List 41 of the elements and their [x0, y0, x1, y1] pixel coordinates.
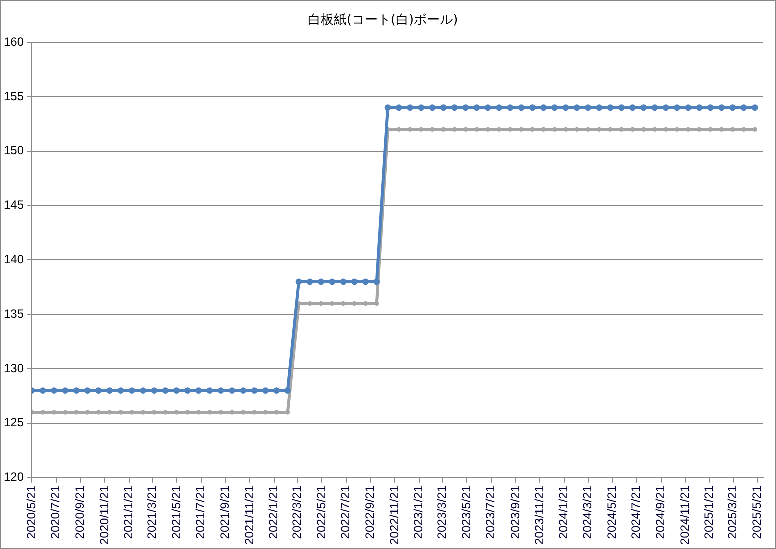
x-tick-label: 2023/11/21: [532, 486, 546, 546]
y-tick-label: 120: [4, 470, 24, 484]
x-tick-label: 2020/7/21: [48, 486, 63, 540]
y-tick-label: 130: [4, 361, 24, 376]
x-tick-label: 2024/5/21: [604, 486, 619, 540]
x-tick-label: 2022/9/21: [363, 486, 378, 540]
x-tick-label: 2024/7/21: [629, 486, 644, 540]
x-tick-label: 2023/5/21: [459, 486, 474, 540]
x-tick-label: 2023/1/21: [412, 486, 426, 540]
x-tick-label: 2020/11/21: [97, 486, 112, 546]
x-tick-label: 2025/5/21: [750, 486, 764, 540]
x-tick-label: 2022/11/21: [387, 486, 402, 546]
x-tick-label: 2021/5/21: [169, 486, 184, 540]
x-tick-label: 2022/5/21: [314, 486, 328, 540]
x-tick-label: 2020/5/21: [24, 486, 38, 540]
x-tick-label: 2021/1/21: [122, 486, 136, 540]
chart-title: 白板紙(コート(白)ボール): [308, 13, 458, 28]
x-tick-label: 2023/9/21: [508, 486, 522, 540]
y-tick-label: 135: [4, 306, 24, 321]
y-tick-label: 140: [4, 252, 24, 267]
x-tick-label: 2024/1/21: [556, 486, 571, 540]
y-tick-label: 155: [4, 89, 24, 104]
x-tick-label: 2021/9/21: [218, 486, 232, 540]
x-tick-label: 2022/3/21: [290, 486, 304, 540]
x-tick-label: 2023/3/21: [435, 486, 450, 540]
x-tick-label: 2021/7/21: [194, 486, 208, 540]
x-tick-label: 2025/3/21: [726, 486, 740, 540]
x-tick-label: 2021/3/21: [145, 486, 160, 540]
y-tick-label: 150: [4, 144, 24, 158]
x-tick-label: 2022/1/21: [266, 486, 281, 540]
x-tick-label: 2022/7/21: [338, 486, 353, 540]
x-tick-label: 2024/3/21: [580, 486, 595, 540]
y-tick-label: 145: [4, 198, 24, 212]
y-tick-label: 160: [4, 34, 24, 49]
x-tick-label: 2025/1/21: [702, 486, 716, 540]
x-tick-label: 2024/9/21: [654, 486, 668, 540]
x-tick-label: 2021/11/21: [242, 486, 256, 546]
x-tick-label: 2023/7/21: [484, 486, 498, 540]
y-tick-label: 125: [4, 416, 24, 430]
x-tick-label: 2024/11/21: [678, 486, 692, 546]
x-tick-label: 2020/9/21: [73, 486, 88, 540]
